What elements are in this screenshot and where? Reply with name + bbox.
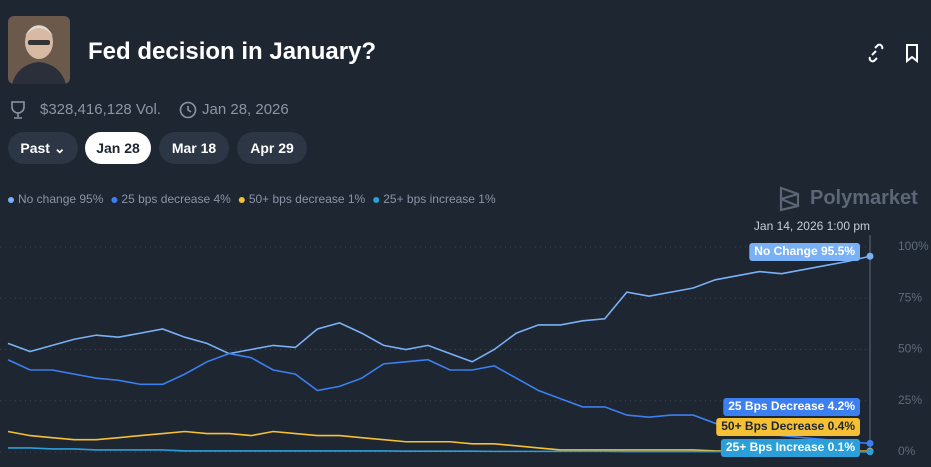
end-label-bg [749,243,860,261]
end-label-bg [716,418,860,436]
legend-dot [111,197,118,203]
legend-label: 50+ bps decrease 1% [249,192,366,206]
end-label: 50+ Bps Decrease 0.4% [716,418,860,436]
end-dot [866,439,874,447]
tab[interactable]: Mar 18 [159,132,229,164]
legend-dot [8,197,14,203]
series-line [7,255,871,363]
legend-label: 25+ bps increase 1% [383,192,496,206]
legend-dot [373,197,380,203]
y-tick-label: 0% [898,444,916,458]
hover-time: Jan 14, 2026 1:00 pm [754,219,870,233]
end-label: No Change 95.5% [749,243,860,261]
legend-label: 25 bps decrease 4% [121,192,231,206]
end-dot [866,252,874,260]
avatar [8,16,70,84]
end-label: 25 Bps Decrease 4.2% [723,398,860,416]
y-tick-label: 50% [898,342,922,356]
end-label-text: 50+ Bps Decrease 0.4% [721,419,855,433]
date: Jan 28, 2026 [202,101,289,118]
y-tick-label: 75% [898,290,922,304]
end-label: 25+ Bps Increase 0.1% [720,439,860,457]
end-label-text: 25+ Bps Increase 0.1% [726,440,855,454]
end-label-text: 25 Bps Decrease 4.2% [728,399,855,413]
brand-logo [779,186,800,212]
tab-label: Past [20,140,50,156]
volume: $328,416,128 Vol. [40,101,161,118]
chart: Jan 14, 2026 1:00 pm 0% 25% 50% 75% 100% No c… [0,192,929,458]
clock-icon [179,101,197,119]
trophy-icon [11,101,25,119]
legend-dot [238,197,245,203]
end-label-text: No Change 95.5% [754,244,855,258]
end-label-bg [723,398,860,416]
y-tick-label: 100% [898,239,929,253]
actions[interactable] [868,43,922,63]
y-tick-label: 25% [898,393,922,407]
tab[interactable]: Jan 28 [85,132,151,164]
end-label-bg [720,439,860,457]
title: Fed decision in January? [88,38,377,65]
brand: Polymarket [810,187,918,209]
tab[interactable]: Past ⌄ [8,132,78,164]
tab[interactable]: Apr 29 [237,132,307,164]
end-dot [866,448,874,456]
legend-label: No change 95% [18,192,104,206]
